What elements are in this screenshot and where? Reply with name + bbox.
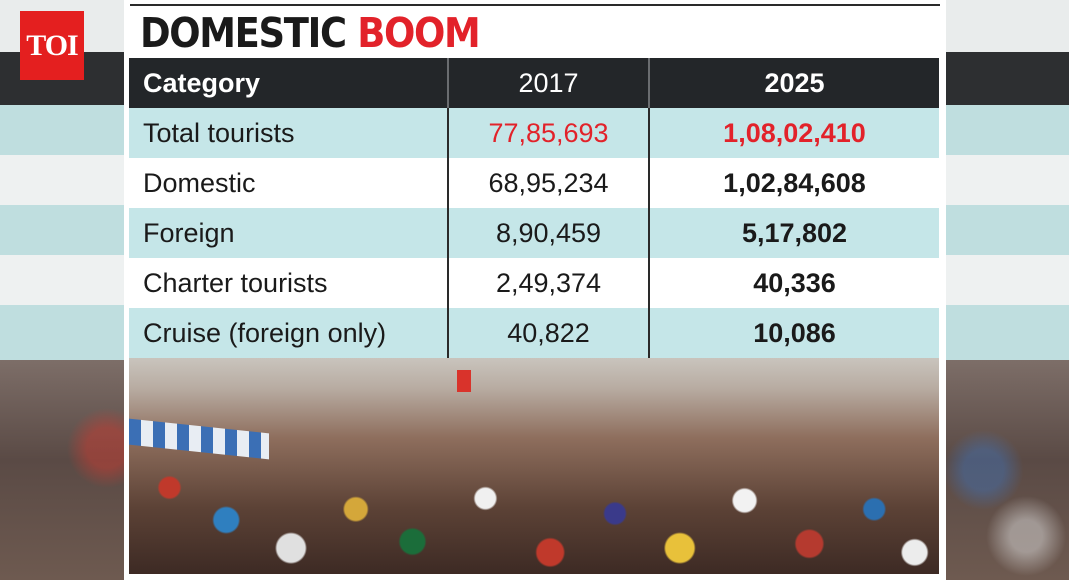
row-value-2017: 68,95,234	[447, 158, 648, 208]
table-row: Charter tourists 2,49,374 40,336	[129, 258, 939, 308]
headline-part1: DOMESTIC	[140, 9, 347, 57]
beach-crowd-photo	[129, 358, 939, 574]
row-category: Foreign	[143, 218, 235, 248]
row-value-2025: 5,17,802	[648, 208, 939, 258]
table-row: Total tourists 77,85,693 1,08,02,410	[129, 108, 939, 158]
toi-logo[interactable]: TOI	[20, 11, 84, 80]
row-value-2017: 77,85,693	[447, 108, 648, 158]
table-row: Cruise (foreign only) 40,822 10,086	[129, 308, 939, 358]
crowd-image	[129, 358, 939, 574]
row-value-2025: 40,336	[648, 258, 939, 308]
headline-part2: BOOM	[357, 9, 481, 57]
header-2017: 2017	[447, 58, 648, 108]
row-value-2017: 8,90,459	[447, 208, 648, 258]
row-value-2017: 2,49,374	[447, 258, 648, 308]
top-rule	[130, 4, 940, 6]
table-header-row: Category 2017 2025	[129, 58, 939, 108]
header-category: Category	[143, 68, 261, 98]
row-value-2017: 40,822	[447, 308, 648, 358]
row-category: Domestic	[143, 168, 256, 198]
row-category: Total tourists	[143, 118, 295, 148]
infographic-card: DOMESTIC BOOM Category 2017 2025 Total t…	[124, 0, 946, 580]
table-row: Foreign 8,90,459 5,17,802	[129, 208, 939, 258]
row-value-2025: 1,02,84,608	[648, 158, 939, 208]
headline: DOMESTIC BOOM	[140, 9, 481, 57]
table-row: Domestic 68,95,234 1,02,84,608	[129, 158, 939, 208]
header-2025: 2025	[648, 58, 939, 108]
row-value-2025: 10,086	[648, 308, 939, 358]
row-value-2025: 1,08,02,410	[648, 108, 939, 158]
row-category: Cruise (foreign only)	[143, 318, 387, 348]
flag-shape	[457, 370, 471, 392]
row-category: Charter tourists	[143, 268, 328, 298]
